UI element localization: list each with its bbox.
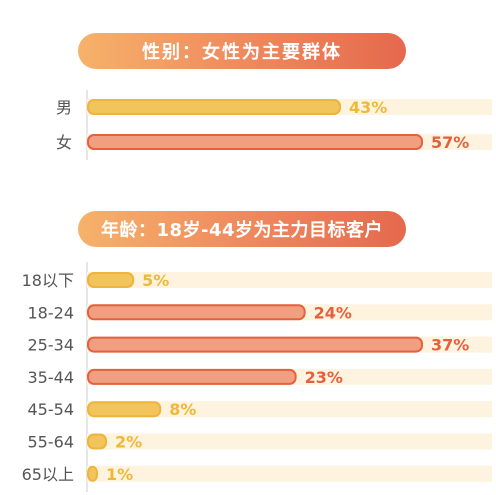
bar bbox=[87, 433, 108, 450]
bar bbox=[87, 272, 135, 288]
value-label: 8% bbox=[169, 400, 196, 419]
gender-section-title: 性别：女性为主要群体 bbox=[78, 33, 406, 69]
value-label: 23% bbox=[305, 368, 343, 387]
bar bbox=[87, 336, 423, 353]
category-label: 25-34 bbox=[28, 336, 75, 355]
category-label: 55-64 bbox=[28, 433, 75, 452]
category-label: 男 bbox=[56, 98, 72, 117]
bar bbox=[87, 401, 162, 418]
bar bbox=[87, 465, 99, 482]
value-label: 43% bbox=[349, 98, 387, 117]
category-label: 35-44 bbox=[28, 368, 75, 387]
age-section-title: 年龄：18岁-44岁为主力目标客户 bbox=[78, 211, 406, 247]
category-label: 女 bbox=[56, 133, 72, 152]
bar bbox=[87, 304, 306, 321]
category-label: 18-24 bbox=[28, 303, 75, 322]
value-label: 24% bbox=[314, 303, 352, 322]
bar-track bbox=[87, 465, 492, 482]
bar bbox=[87, 99, 341, 115]
bar bbox=[87, 134, 423, 150]
value-label: 57% bbox=[431, 133, 469, 152]
category-label: 45-54 bbox=[28, 400, 75, 419]
value-label: 37% bbox=[431, 336, 469, 355]
value-label: 5% bbox=[142, 271, 169, 290]
gender-bar-chart: 男 43% 女 57% bbox=[56, 90, 492, 160]
category-label: 65以上 bbox=[22, 465, 74, 484]
bar-track bbox=[87, 272, 492, 288]
age-bar-chart: 18以下 5% 18-24 24% 25-34 37% 35-44 23% 45-54 8% 55-… bbox=[22, 262, 492, 492]
value-label: 1% bbox=[106, 465, 133, 484]
category-label: 18以下 bbox=[22, 271, 74, 290]
bar bbox=[87, 368, 297, 385]
bar-track bbox=[87, 401, 492, 418]
bar-track bbox=[87, 433, 492, 450]
value-label: 2% bbox=[115, 433, 142, 452]
